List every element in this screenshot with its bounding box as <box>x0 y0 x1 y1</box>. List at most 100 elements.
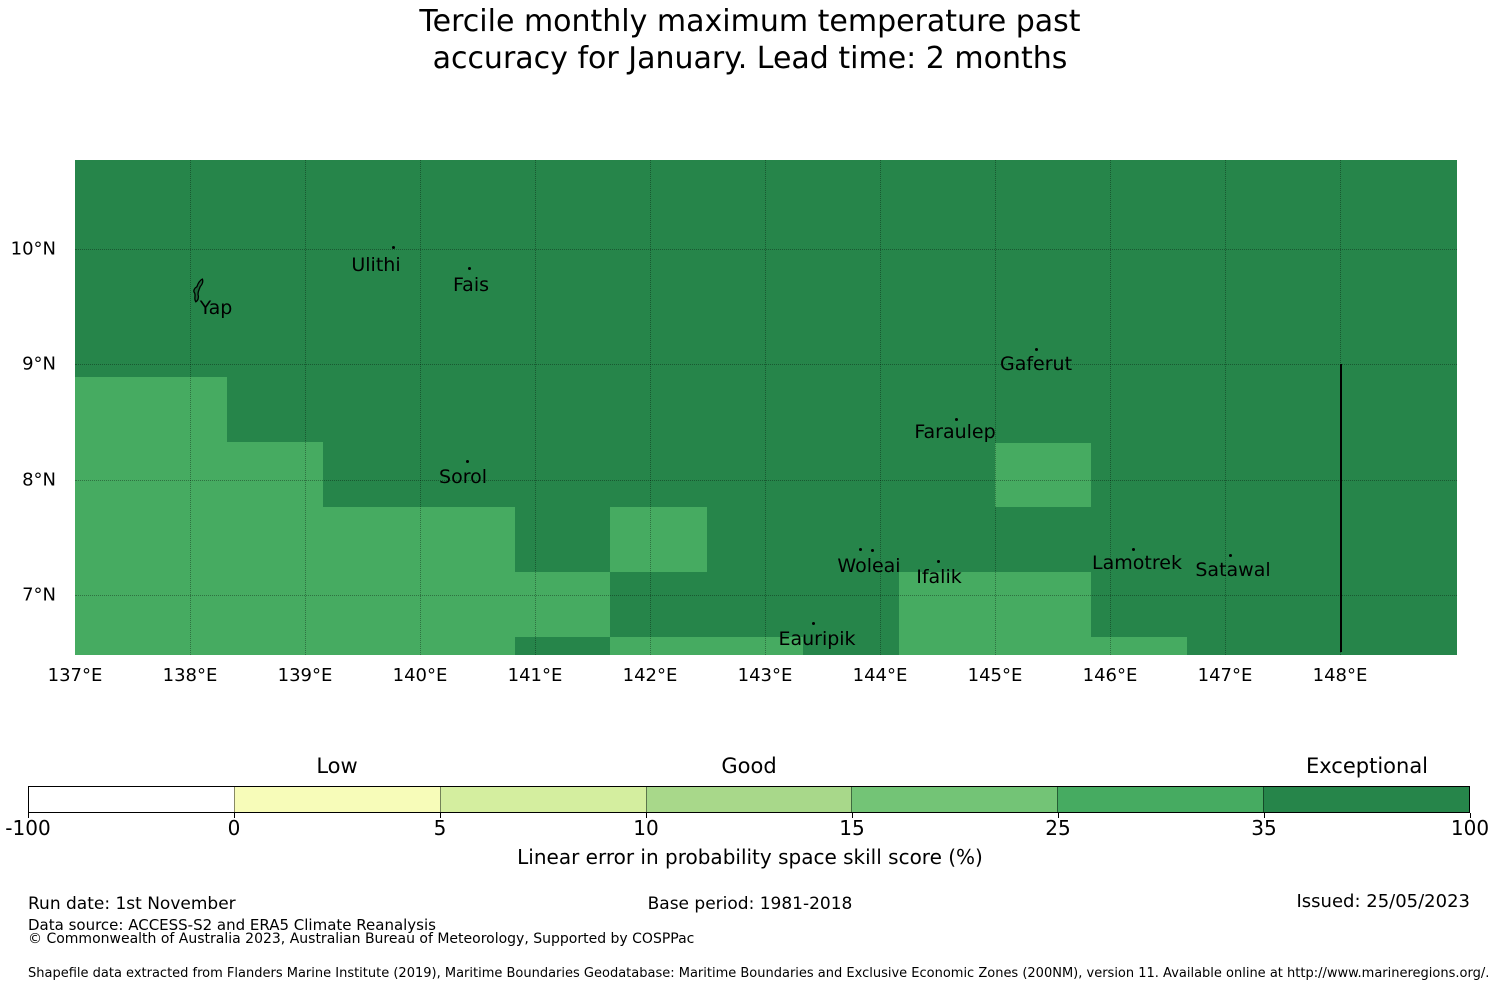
colorbar-tick-label: 10 <box>633 816 659 840</box>
graticule-line-vertical <box>650 160 651 655</box>
colorbar-tick-label: 15 <box>839 816 865 840</box>
island-marker-dot <box>468 267 471 270</box>
graticule-line-horizontal <box>75 249 1457 250</box>
colorbar-category-label: Exceptional <box>1305 754 1429 778</box>
footer-issued-date: Issued: 25/05/2023 <box>1296 891 1470 912</box>
island-label: Eauripik <box>778 628 856 650</box>
colorbar-segment <box>1057 787 1264 812</box>
colorbar-tick-label: 5 <box>433 816 447 840</box>
graticule-line-vertical <box>305 160 306 655</box>
colorbar-tick <box>440 813 441 818</box>
colorbar-tick-label: 25 <box>1045 816 1071 840</box>
colorbar-axis-label: Linear error in probability space skill … <box>517 845 983 869</box>
island-marker-dot <box>937 560 940 563</box>
colorbar-tick <box>1058 813 1059 818</box>
island-marker-dot <box>812 622 815 625</box>
island-marker-dot <box>466 460 469 463</box>
map-cell-score-25-35 <box>899 572 1091 637</box>
y-tick-label: 7°N <box>22 584 56 606</box>
graticule-line-vertical <box>535 160 536 655</box>
x-tick-label: 138°E <box>162 665 218 686</box>
colorbar-tick-label: 35 <box>1251 816 1277 840</box>
island-marker-dot <box>1035 348 1038 351</box>
y-tick-label: 10°N <box>10 238 56 260</box>
x-tick-label: 141°E <box>507 665 563 686</box>
colorbar-segment <box>233 787 440 812</box>
x-tick-label: 137°E <box>47 665 103 686</box>
graticule-line-vertical <box>1225 160 1226 655</box>
island-label: Yap <box>199 297 233 319</box>
colorbar-category-label: Low <box>316 754 358 778</box>
colorbar-tick-label: 0 <box>227 816 241 840</box>
island-marker-dot <box>859 548 862 551</box>
chart-title-line1: Tercile monthly maximum temperature past <box>419 4 1081 39</box>
y-tick-label: 9°N <box>22 353 56 375</box>
graticule-line-vertical <box>190 160 191 655</box>
colorbar-segment <box>439 787 646 812</box>
island-marker-dot <box>392 246 395 249</box>
island-label: Ulithi <box>351 254 401 276</box>
footer-run-date: Run date: 1st November <box>28 894 236 914</box>
map-cell-score-25-35 <box>75 442 323 507</box>
x-tick-label: 139°E <box>277 665 333 686</box>
island-label: Satawal <box>1195 559 1271 581</box>
map-cell-score-25-35 <box>75 507 515 572</box>
x-tick-label: 143°E <box>737 665 793 686</box>
island-label: Sorol <box>439 466 487 488</box>
colorbar-tick <box>1264 813 1265 818</box>
x-tick-label: 147°E <box>1197 665 1253 686</box>
graticule-line-horizontal <box>75 364 1457 365</box>
x-tick-label: 145°E <box>967 665 1023 686</box>
island-outline-yap <box>189 278 207 308</box>
eez-boundary-line <box>1340 364 1342 652</box>
island-marker-dot <box>955 418 958 421</box>
colorbar-tick-label: -100 <box>5 816 51 840</box>
colorbar-segment <box>1263 787 1470 812</box>
x-tick-label: 144°E <box>852 665 908 686</box>
footer-shapefile-note: Shapefile data extracted from Flanders M… <box>28 966 1490 981</box>
graticule-line-vertical <box>880 160 881 655</box>
island-marker-dot <box>1132 548 1135 551</box>
map-cell-score-25-35 <box>75 377 227 442</box>
footer-data-source: Data source: ACCESS-S2 and ERA5 Climate … <box>28 916 436 934</box>
colorbar-segment <box>851 787 1058 812</box>
map-cell-score-25-35 <box>75 572 610 637</box>
colorbar-segment <box>645 787 852 812</box>
graticule-line-horizontal <box>75 480 1457 481</box>
x-tick-label: 148°E <box>1312 665 1368 686</box>
footer-base-period: Base period: 1981-2018 <box>647 894 853 914</box>
graticule-line-vertical <box>765 160 766 655</box>
x-tick-label: 146°E <box>1082 665 1138 686</box>
map-cell-score-25-35 <box>610 507 707 572</box>
x-tick-label: 142°E <box>622 665 678 686</box>
graticule-line-vertical <box>420 160 421 655</box>
map-cell-score-25-35 <box>610 637 803 655</box>
colorbar-segment <box>29 787 234 812</box>
colorbar-tick-label: 100 <box>1450 816 1490 840</box>
island-label: Ifalik <box>916 566 962 588</box>
x-tick-label: 140°E <box>392 665 448 686</box>
island-label: Gaferut <box>999 353 1073 375</box>
map-cell-score-25-35 <box>899 637 1187 655</box>
island-label: Fais <box>452 274 490 296</box>
colorbar-tick <box>852 813 853 818</box>
chart-title: Tercile monthly maximum temperature past… <box>0 3 1500 77</box>
graticule-line-vertical <box>995 160 996 655</box>
island-label: Woleai <box>837 555 901 577</box>
graticule-line-vertical <box>1110 160 1111 655</box>
colorbar-category-label: Good <box>721 754 777 778</box>
island-marker-dot <box>871 549 874 552</box>
colorbar-tick <box>1470 813 1471 818</box>
colorbar-tick <box>646 813 647 818</box>
footer-copyright: © Commonwealth of Australia 2023, Austra… <box>28 931 695 947</box>
map-area: Yap Ulithi Fais Gaferut Faraulep Sorol Woleai I… <box>75 160 1457 655</box>
map-cell-score-25-35 <box>995 443 1091 507</box>
island-label: Faraulep <box>914 421 996 443</box>
y-tick-label: 8°N <box>22 469 56 491</box>
colorbar <box>28 786 1470 813</box>
chart-title-line2: accuracy for January. Lead time: 2 month… <box>432 41 1068 76</box>
colorbar-tick <box>234 813 235 818</box>
map-cell-score-25-35 <box>75 637 515 655</box>
island-label: Lamotrek <box>1092 552 1182 574</box>
graticule-line-horizontal <box>75 595 1457 596</box>
